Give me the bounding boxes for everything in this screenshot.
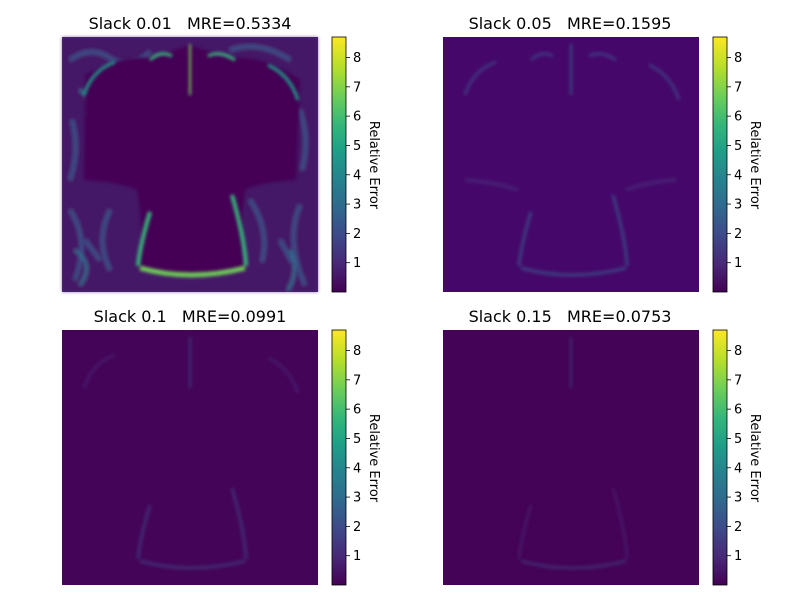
colorbar: 1 2 3 4 5 6 7 8 Relative Error bbox=[712, 36, 762, 293]
colorbar-gradient bbox=[331, 329, 347, 586]
subplot-slack-0-05: Slack 0.05 MRE=0.1595 1 2 3 4 5 6 7 8 Relative … bbox=[443, 14, 762, 293]
colorbar-gradient bbox=[712, 329, 728, 586]
colorbar: 1 2 3 4 5 6 7 8 Relative Error bbox=[712, 329, 762, 586]
colorbar-ticks: 1 2 3 4 5 6 7 8 bbox=[727, 344, 742, 564]
colorbar-gradient bbox=[712, 36, 728, 293]
subplot-title: Slack 0.1 MRE=0.0991 bbox=[94, 307, 287, 326]
colorbar-ticks: 1 2 3 4 5 6 7 8 bbox=[346, 344, 361, 564]
colorbar-tick-label: 1 bbox=[734, 549, 742, 564]
subplot-slack-0-15: Slack 0.15 MRE=0.0753 1 2 3 4 5 6 7 8 Relative … bbox=[443, 307, 762, 586]
colorbar-tick-label: 8 bbox=[353, 51, 361, 66]
subplot-title: Slack 0.05 MRE=0.1595 bbox=[469, 14, 672, 33]
colorbar-tick-label: 2 bbox=[734, 227, 742, 242]
colorbar-tick-label: 3 bbox=[734, 198, 742, 213]
heatmap-low-error-structure bbox=[463, 44, 681, 277]
colorbar-tick-label: 7 bbox=[353, 373, 361, 388]
colorbar-tick-label: 2 bbox=[734, 520, 742, 535]
colorbar-tick-label: 4 bbox=[353, 168, 361, 183]
colorbar-tick-label: 4 bbox=[734, 168, 742, 183]
colorbar-tick-label: 8 bbox=[734, 51, 742, 66]
subplot-title: Slack 0.01 MRE=0.5334 bbox=[89, 14, 292, 33]
heatmap-image bbox=[443, 37, 699, 292]
colorbar-label: Relative Error bbox=[747, 121, 762, 210]
heatmap-high-error-ridges bbox=[82, 44, 300, 278]
subplot-slack-0-1: Slack 0.1 MRE=0.0991 1 2 3 4 5 6 7 8 Relative E… bbox=[62, 307, 381, 586]
colorbar: 1 2 3 4 5 6 7 8 Relative Error bbox=[331, 329, 381, 586]
subplot-title: Slack 0.15 MRE=0.0753 bbox=[469, 307, 672, 326]
colorbar-tick-label: 4 bbox=[353, 461, 361, 476]
colorbar-tick-label: 5 bbox=[353, 432, 361, 447]
colorbar-tick-label: 5 bbox=[353, 139, 361, 154]
colorbar-tick-label: 5 bbox=[734, 139, 742, 154]
colorbar-label: Relative Error bbox=[366, 121, 381, 210]
heatmap-image bbox=[62, 330, 318, 585]
heatmap-image bbox=[62, 37, 318, 292]
colorbar-tick-label: 2 bbox=[353, 227, 361, 242]
colorbar-tick-label: 8 bbox=[734, 344, 742, 359]
heatmap-low-error-structure bbox=[517, 337, 629, 570]
colorbar-gradient bbox=[331, 36, 347, 293]
colorbar-tick-label: 8 bbox=[353, 344, 361, 359]
colorbar-tick-label: 7 bbox=[353, 80, 361, 95]
colorbar-tick-label: 1 bbox=[353, 256, 361, 271]
colorbar: 1 2 3 4 5 6 7 8 Relative Error bbox=[331, 36, 381, 293]
colorbar-tick-label: 3 bbox=[734, 491, 742, 506]
heatmap-low-error-structure bbox=[82, 337, 300, 570]
colorbar-tick-label: 3 bbox=[353, 491, 361, 506]
colorbar-tick-label: 2 bbox=[353, 520, 361, 535]
subplot-slack-0-01: Slack 0.01 MRE=0.5334 bbox=[62, 14, 381, 293]
colorbar-tick-label: 6 bbox=[353, 110, 361, 125]
colorbar-tick-label: 6 bbox=[353, 403, 361, 418]
colorbar-tick-label: 5 bbox=[734, 432, 742, 447]
colorbar-tick-label: 6 bbox=[734, 110, 742, 125]
colorbar-tick-label: 1 bbox=[353, 549, 361, 564]
colorbar-ticks: 1 2 3 4 5 6 7 8 bbox=[346, 51, 361, 271]
colorbar-tick-label: 7 bbox=[734, 80, 742, 95]
colorbar-tick-label: 7 bbox=[734, 373, 742, 388]
colorbar-ticks: 1 2 3 4 5 6 7 8 bbox=[727, 51, 742, 271]
heatmap-image bbox=[443, 330, 699, 585]
heatmap-shape-interior bbox=[84, 45, 300, 275]
colorbar-label: Relative Error bbox=[747, 414, 762, 503]
colorbar-tick-label: 4 bbox=[734, 461, 742, 476]
colorbar-tick-label: 1 bbox=[734, 256, 742, 271]
colorbar-tick-label: 6 bbox=[734, 403, 742, 418]
colorbar-tick-label: 3 bbox=[353, 198, 361, 213]
colorbar-label: Relative Error bbox=[366, 414, 381, 503]
